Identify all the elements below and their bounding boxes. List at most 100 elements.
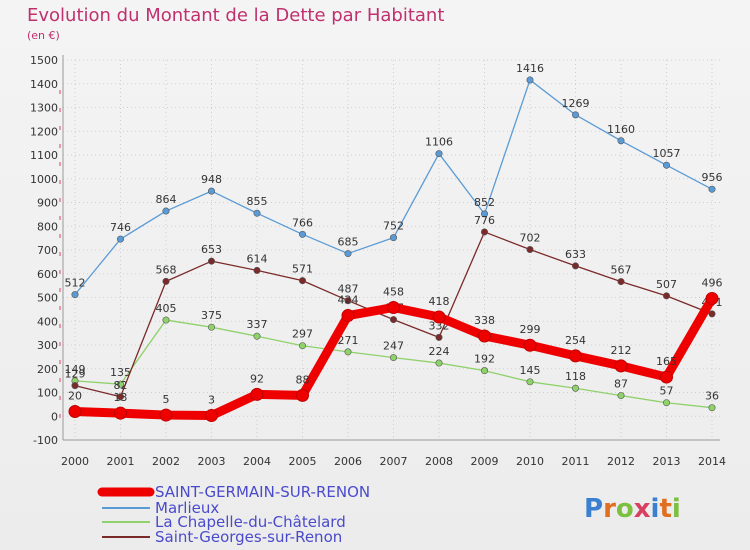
data-point-0 [614, 359, 628, 373]
chart-subtitle: (en €) [27, 29, 60, 42]
data-point-2 [526, 378, 534, 386]
data-label-1: 864 [156, 193, 177, 206]
data-label-0: 338 [474, 314, 495, 327]
data-point-1 [389, 234, 397, 242]
data-point-0 [660, 370, 673, 384]
data-point-2 [117, 380, 125, 388]
data-point-3 [253, 266, 261, 274]
data-label-2: 87 [614, 378, 628, 391]
data-label-0: 418 [429, 295, 450, 308]
data-point-3 [162, 277, 170, 285]
x-tick-label: 2009 [471, 455, 499, 468]
data-label-3: 571 [292, 263, 313, 276]
data-point-2 [662, 399, 670, 407]
data-label-1: 766 [292, 216, 313, 229]
y-tick-label: 600 [37, 268, 58, 281]
y-tick-label: 1100 [30, 149, 58, 162]
y-tick-label: 1200 [30, 125, 58, 138]
data-point-0 [250, 387, 264, 401]
data-label-1: 685 [338, 236, 359, 249]
data-label-1: 752 [383, 220, 404, 233]
data-label-3: 487 [338, 283, 359, 296]
data-label-1: 956 [702, 171, 723, 184]
y-tick-label: 1400 [30, 78, 58, 91]
data-point-3 [480, 228, 488, 236]
y-tick-label: 1500 [30, 54, 58, 67]
data-point-1 [117, 235, 125, 243]
data-point-2 [571, 384, 579, 392]
data-label-2: 375 [201, 309, 222, 322]
data-label-0: 496 [702, 276, 723, 289]
data-label-2: 405 [156, 302, 177, 315]
x-tick-label: 2013 [653, 455, 681, 468]
x-tick-label: 2010 [516, 455, 544, 468]
data-point-1 [526, 76, 534, 84]
data-label-1: 1269 [562, 97, 590, 110]
data-label-1: 512 [65, 277, 86, 290]
data-point-3 [389, 316, 397, 324]
data-point-1 [253, 209, 261, 217]
data-point-1 [208, 187, 216, 195]
data-point-3 [117, 393, 125, 401]
y-tick-label: 700 [37, 244, 58, 257]
y-tick-label: -100 [33, 434, 58, 447]
data-label-1: 1416 [516, 62, 544, 75]
data-point-3 [435, 333, 443, 341]
data-point-0 [341, 309, 355, 323]
data-point-3 [526, 246, 534, 254]
data-point-1 [571, 111, 579, 119]
x-tick-label: 2011 [562, 455, 590, 468]
data-point-3 [71, 382, 79, 390]
x-tick-label: 2004 [243, 455, 271, 468]
y-tick-label: 500 [37, 292, 58, 305]
x-tick-label: 2012 [607, 455, 635, 468]
data-label-2: 36 [705, 390, 719, 403]
data-point-2 [617, 392, 625, 400]
x-tick-label: 2003 [198, 455, 226, 468]
data-label-0: 458 [383, 285, 404, 298]
data-point-1 [162, 207, 170, 215]
data-label-0: 3 [208, 394, 215, 407]
x-tick-label: 2008 [425, 455, 453, 468]
data-point-0 [523, 338, 537, 352]
data-point-2 [435, 359, 443, 367]
data-point-0 [569, 349, 582, 363]
data-label-3: 653 [201, 243, 222, 256]
data-point-3 [617, 278, 625, 286]
data-point-0 [387, 300, 400, 314]
data-point-3 [708, 310, 716, 318]
data-label-3: 776 [474, 214, 495, 227]
data-label-3: 507 [656, 278, 677, 291]
data-point-0 [114, 406, 127, 420]
data-label-2: 145 [520, 364, 541, 377]
x-tick-label: 2005 [289, 455, 317, 468]
y-tick-label: 1300 [30, 102, 58, 115]
data-point-1 [617, 137, 625, 145]
data-label-3: 614 [247, 252, 268, 265]
data-point-1 [662, 161, 670, 169]
data-point-1 [344, 250, 352, 258]
data-label-0: 212 [611, 344, 632, 357]
data-label-2: 135 [110, 366, 131, 379]
data-point-3 [208, 257, 216, 265]
data-point-2 [480, 367, 488, 375]
legend-label-0: SAINT-GERMAIN-SUR-RENON [155, 483, 370, 501]
data-label-3: 82 [114, 379, 128, 392]
data-point-3 [662, 292, 670, 300]
data-label-3: 567 [611, 264, 632, 277]
y-tick-label: 900 [37, 197, 58, 210]
x-tick-label: 2001 [107, 455, 135, 468]
data-point-3 [344, 297, 352, 305]
data-point-2 [298, 342, 306, 350]
data-point-0 [296, 388, 309, 402]
data-label-0: 13 [114, 391, 128, 404]
brand-logo: Proxiti [584, 494, 681, 524]
data-label-3: 568 [156, 263, 177, 276]
data-label-2: 118 [565, 370, 586, 383]
data-point-1 [298, 230, 306, 238]
data-point-1 [480, 210, 488, 218]
y-tick-label: 400 [37, 315, 58, 328]
data-point-0 [68, 405, 82, 418]
data-point-2 [708, 404, 716, 412]
data-label-0: 165 [656, 355, 677, 368]
